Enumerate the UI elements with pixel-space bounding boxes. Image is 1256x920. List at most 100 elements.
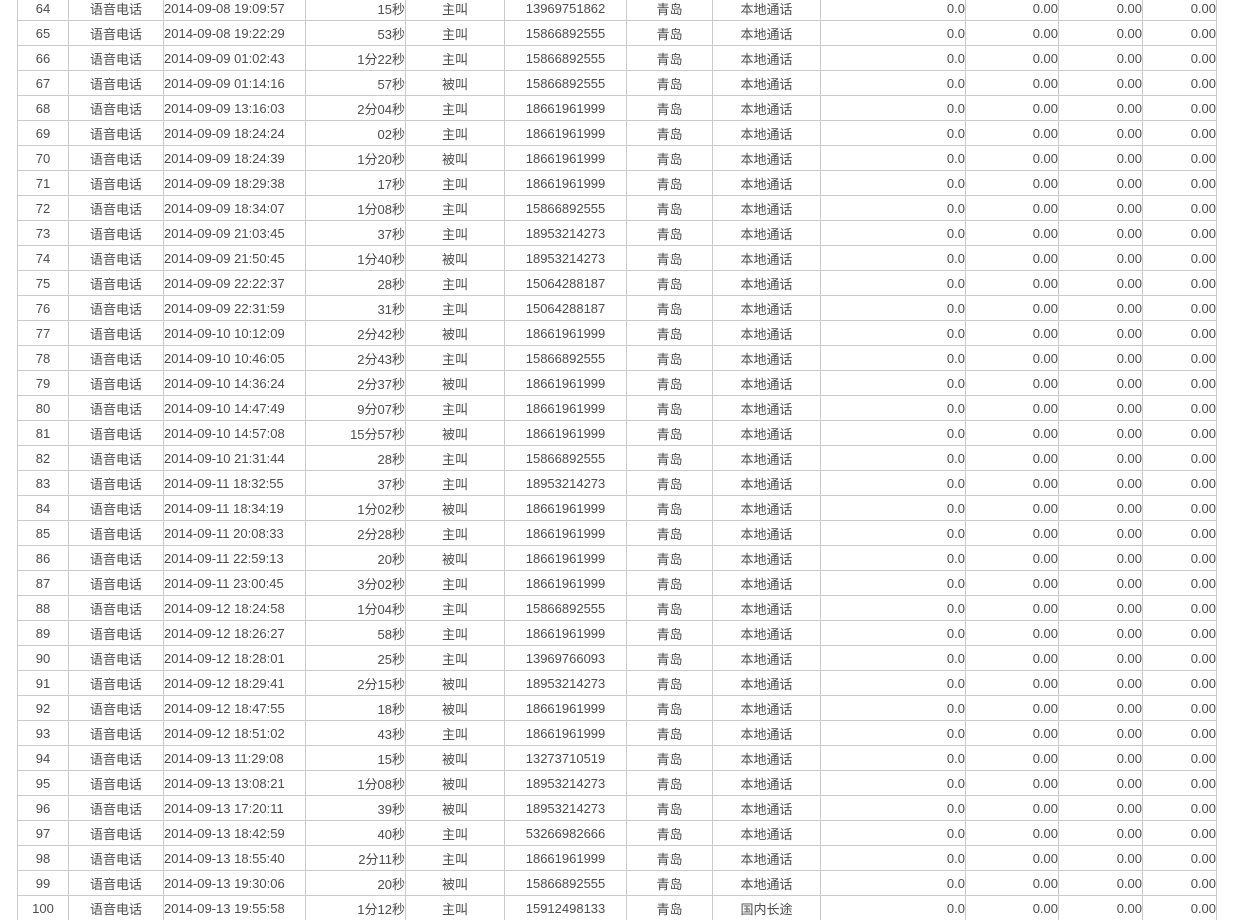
fee-3-cell: 0.00 <box>1058 0 1143 21</box>
table-row: 85 语音电话 2014-09-11 20:08:33 2分28秒 主叫 18661961… <box>17 520 1217 546</box>
fee-2-cell: 0.00 <box>965 445 1059 471</box>
fee-1-cell: 0.0 <box>820 545 966 571</box>
fee-2-cell: 0.00 <box>965 195 1059 221</box>
fee-4-cell: 0.00 <box>1142 620 1217 646</box>
phone-number-cell: 18953214273 <box>504 770 627 796</box>
fee-3-cell: 0.00 <box>1058 270 1143 296</box>
fee-3-cell: 0.00 <box>1058 695 1143 721</box>
table-row: 83 语音电话 2014-09-11 18:32:55 37秒 主叫 1895321427… <box>17 470 1217 496</box>
fee-1-cell: 0.0 <box>820 570 966 596</box>
fee-1-cell: 0.0 <box>820 70 966 96</box>
call-direction-cell: 主叫 <box>405 570 505 596</box>
table-row: 94 语音电话 2014-09-13 11:29:08 15秒 被叫 1327371051… <box>17 745 1217 771</box>
location-cell: 青岛 <box>626 195 713 221</box>
fee-1-cell: 0.0 <box>820 745 966 771</box>
start-time-cell: 2014-09-09 13:16:03 <box>163 95 306 121</box>
call-category-cell: 本地通话 <box>712 0 821 21</box>
location-cell: 青岛 <box>626 70 713 96</box>
index-cell: 69 <box>17 120 69 146</box>
service-type-cell: 语音电话 <box>68 195 164 221</box>
table-row: 71 语音电话 2014-09-09 18:29:38 17秒 主叫 1866196199… <box>17 170 1217 196</box>
fee-2-cell: 0.00 <box>965 870 1059 896</box>
call-direction-cell: 被叫 <box>405 670 505 696</box>
index-cell: 85 <box>17 520 69 546</box>
call-category-cell: 本地通话 <box>712 95 821 121</box>
call-direction-cell: 被叫 <box>405 70 505 96</box>
phone-number-cell: 18661961999 <box>504 495 627 521</box>
fee-3-cell: 0.00 <box>1058 520 1143 546</box>
location-cell: 青岛 <box>626 345 713 371</box>
service-type-cell: 语音电话 <box>68 870 164 896</box>
fee-4-cell: 0.00 <box>1142 495 1217 521</box>
phone-number-cell: 18661961999 <box>504 120 627 146</box>
fee-3-cell: 0.00 <box>1058 570 1143 596</box>
location-cell: 青岛 <box>626 620 713 646</box>
fee-2-cell: 0.00 <box>965 170 1059 196</box>
location-cell: 青岛 <box>626 520 713 546</box>
fee-3-cell: 0.00 <box>1058 395 1143 421</box>
location-cell: 青岛 <box>626 0 713 21</box>
start-time-cell: 2014-09-09 18:24:24 <box>163 120 306 146</box>
call-category-cell: 本地通话 <box>712 770 821 796</box>
duration-cell: 1分02秒 <box>305 495 406 521</box>
service-type-cell: 语音电话 <box>68 295 164 321</box>
fee-3-cell: 0.00 <box>1058 795 1143 821</box>
fee-2-cell: 0.00 <box>965 220 1059 246</box>
fee-1-cell: 0.0 <box>820 45 966 71</box>
fee-3-cell: 0.00 <box>1058 670 1143 696</box>
call-category-cell: 本地通话 <box>712 795 821 821</box>
location-cell: 青岛 <box>626 645 713 671</box>
duration-cell: 37秒 <box>305 470 406 496</box>
start-time-cell: 2014-09-12 18:26:27 <box>163 620 306 646</box>
phone-number-cell: 15912498133 <box>504 895 627 920</box>
table-row: 75 语音电话 2014-09-09 22:22:37 28秒 主叫 1506428818… <box>17 270 1217 296</box>
fee-2-cell: 0.00 <box>965 20 1059 46</box>
location-cell: 青岛 <box>626 170 713 196</box>
call-category-cell: 本地通话 <box>712 845 821 871</box>
location-cell: 青岛 <box>626 220 713 246</box>
fee-2-cell: 0.00 <box>965 895 1059 920</box>
service-type-cell: 语音电话 <box>68 570 164 596</box>
location-cell: 青岛 <box>626 295 713 321</box>
phone-number-cell: 18661961999 <box>504 95 627 121</box>
fee-2-cell: 0.00 <box>965 820 1059 846</box>
fee-2-cell: 0.00 <box>965 370 1059 396</box>
fee-4-cell: 0.00 <box>1142 95 1217 121</box>
duration-cell: 28秒 <box>305 270 406 296</box>
call-direction-cell: 主叫 <box>405 220 505 246</box>
start-time-cell: 2014-09-13 13:08:21 <box>163 770 306 796</box>
service-type-cell: 语音电话 <box>68 170 164 196</box>
fee-1-cell: 0.0 <box>820 820 966 846</box>
location-cell: 青岛 <box>626 20 713 46</box>
location-cell: 青岛 <box>626 820 713 846</box>
call-direction-cell: 主叫 <box>405 0 505 21</box>
call-category-cell: 本地通话 <box>712 320 821 346</box>
call-direction-cell: 被叫 <box>405 695 505 721</box>
duration-cell: 3分02秒 <box>305 570 406 596</box>
table-row: 96 语音电话 2014-09-13 17:20:11 39秒 被叫 1895321427… <box>17 795 1217 821</box>
location-cell: 青岛 <box>626 320 713 346</box>
service-type-cell: 语音电话 <box>68 0 164 21</box>
fee-1-cell: 0.0 <box>820 595 966 621</box>
table-row: 88 语音电话 2014-09-12 18:24:58 1分04秒 主叫 15866892… <box>17 595 1217 621</box>
phone-number-cell: 18661961999 <box>504 370 627 396</box>
call-direction-cell: 主叫 <box>405 120 505 146</box>
index-cell: 74 <box>17 245 69 271</box>
fee-1-cell: 0.0 <box>820 845 966 871</box>
duration-cell: 2分42秒 <box>305 320 406 346</box>
call-direction-cell: 主叫 <box>405 95 505 121</box>
call-category-cell: 本地通话 <box>712 220 821 246</box>
index-cell: 89 <box>17 620 69 646</box>
call-category-cell: 本地通话 <box>712 120 821 146</box>
duration-cell: 17秒 <box>305 170 406 196</box>
location-cell: 青岛 <box>626 245 713 271</box>
service-type-cell: 语音电话 <box>68 770 164 796</box>
phone-number-cell: 18661961999 <box>504 620 627 646</box>
duration-cell: 1分20秒 <box>305 145 406 171</box>
fee-2-cell: 0.00 <box>965 795 1059 821</box>
call-direction-cell: 主叫 <box>405 445 505 471</box>
fee-4-cell: 0.00 <box>1142 670 1217 696</box>
call-category-cell: 本地通话 <box>712 20 821 46</box>
table-row: 67 语音电话 2014-09-09 01:14:16 57秒 被叫 1586689255… <box>17 70 1217 96</box>
call-direction-cell: 主叫 <box>405 895 505 920</box>
